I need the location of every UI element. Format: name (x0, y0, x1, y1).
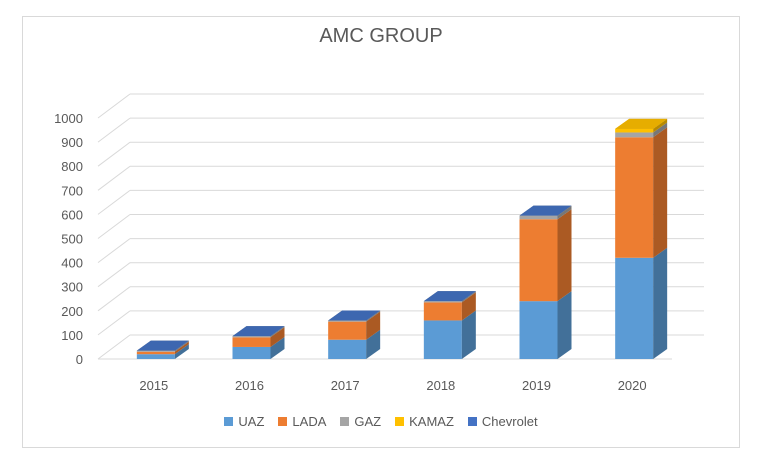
bar-cap-2018 (423, 291, 476, 302)
bar-uaz-2016 (232, 346, 271, 359)
bar-lada-2015 (136, 351, 175, 355)
bar-lada-2017 (328, 321, 367, 340)
bar-uaz-2015 (136, 354, 175, 359)
legend-swatch (278, 417, 288, 426)
legend-item-gaz: GAZ (340, 414, 381, 429)
legend-item-chevrolet: Chevrolet (467, 414, 538, 429)
bar-gaz-2018 (423, 301, 462, 303)
gridline-depth (97, 238, 131, 264)
bar-side-lada-2017 (366, 311, 381, 340)
bar-gaz-2015 (136, 350, 175, 352)
y-tick-label: 1000 (54, 111, 83, 126)
gridline-depth (97, 334, 131, 360)
x-tick-label: 2020 (618, 378, 647, 393)
bar-uaz-2017 (328, 339, 367, 359)
x-tick-label: 2015 (139, 378, 168, 393)
x-tick-label: 2018 (426, 378, 455, 393)
bar-side-uaz-2015 (174, 344, 189, 359)
y-tick-label: 700 (61, 183, 83, 198)
bar-side-gaz-2016 (270, 326, 285, 338)
gridline-depth (97, 189, 131, 215)
bar-lada-2018 (423, 302, 462, 321)
bar-side-gaz-2015 (174, 340, 189, 352)
y-tick-label: 800 (61, 159, 83, 174)
bar-side-gaz-2018 (461, 291, 476, 303)
bar-gaz-2019 (519, 215, 558, 220)
bar-kamaz-2020 (615, 128, 654, 133)
legend-swatch (224, 417, 234, 426)
bar-cap-2017 (328, 310, 381, 321)
bar-side-uaz-2016 (270, 336, 285, 359)
legend-label: GAZ (354, 414, 382, 429)
legend-item-kamaz: KAMAZ (395, 414, 454, 429)
bar-side-kamaz-2020 (653, 118, 668, 133)
y-tick-label: 300 (61, 280, 83, 295)
legend-item-lada: LADA (278, 414, 326, 429)
bar-uaz-2019 (519, 301, 558, 359)
bar-side-gaz-2019 (557, 205, 572, 220)
bar-gaz-2016 (232, 336, 271, 338)
bar-cap-2016 (232, 326, 285, 337)
bar-side-gaz-2020 (653, 122, 668, 138)
bar-side-lada-2019 (557, 209, 572, 302)
gridline-depth (97, 262, 131, 288)
legend-swatch (395, 417, 405, 426)
bar-lada-2016 (232, 337, 271, 347)
bar-side-uaz-2019 (557, 291, 572, 359)
gridline-depth (97, 286, 131, 312)
x-tick-label: 2017 (331, 378, 360, 393)
bar-lada-2019 (519, 219, 558, 302)
chart-title: AMC GROUP (319, 25, 443, 47)
y-tick-label: 900 (61, 135, 83, 150)
bar-cap-2015 (136, 340, 189, 351)
bar-gaz-2017 (328, 320, 367, 322)
y-tick-label: 500 (61, 232, 83, 247)
bar-side-lada-2015 (174, 341, 189, 355)
bar-side-lada-2020 (653, 127, 668, 258)
y-tick-label: 200 (61, 304, 83, 319)
y-tick-label: 0 (76, 352, 83, 367)
bar-lada-2020 (615, 137, 654, 258)
legend-item-uaz: UAZ (224, 414, 264, 429)
bar-side-uaz-2017 (366, 329, 381, 359)
legend-swatch (340, 417, 350, 426)
legend-label: LADA (292, 414, 327, 429)
x-tick-label: 2016 (235, 378, 264, 393)
bar-side-lada-2016 (270, 327, 285, 347)
legend-label: KAMAZ (409, 414, 454, 429)
legend-label: Chevrolet (481, 414, 538, 429)
gridline-depth (97, 214, 131, 239)
bar-side-lada-2018 (461, 292, 476, 321)
y-tick-label: 400 (61, 256, 83, 271)
x-tick-label: 2019 (522, 378, 551, 393)
bar-cap-2020 (615, 118, 668, 129)
bar-side-gaz-2017 (366, 310, 381, 322)
gridline-depth (97, 165, 131, 191)
gridline-depth (97, 310, 131, 336)
bar-side-uaz-2018 (461, 310, 476, 359)
y-tick-label: 600 (61, 207, 83, 222)
bar-uaz-2018 (423, 320, 462, 359)
bar-cap-2019 (519, 205, 572, 216)
bar-side-uaz-2020 (653, 247, 668, 359)
bar-uaz-2020 (615, 257, 654, 359)
gridline-depth (97, 141, 131, 167)
chart-legend: UAZ LADA GAZ KAMAZ Chevrolet (0, 414, 762, 429)
bar-gaz-2020 (615, 132, 654, 138)
gridline-depth (97, 93, 131, 119)
legend-label: UAZ (238, 414, 265, 429)
y-tick-label: 100 (61, 328, 83, 343)
gridline-depth (97, 117, 131, 143)
legend-swatch (467, 417, 477, 426)
